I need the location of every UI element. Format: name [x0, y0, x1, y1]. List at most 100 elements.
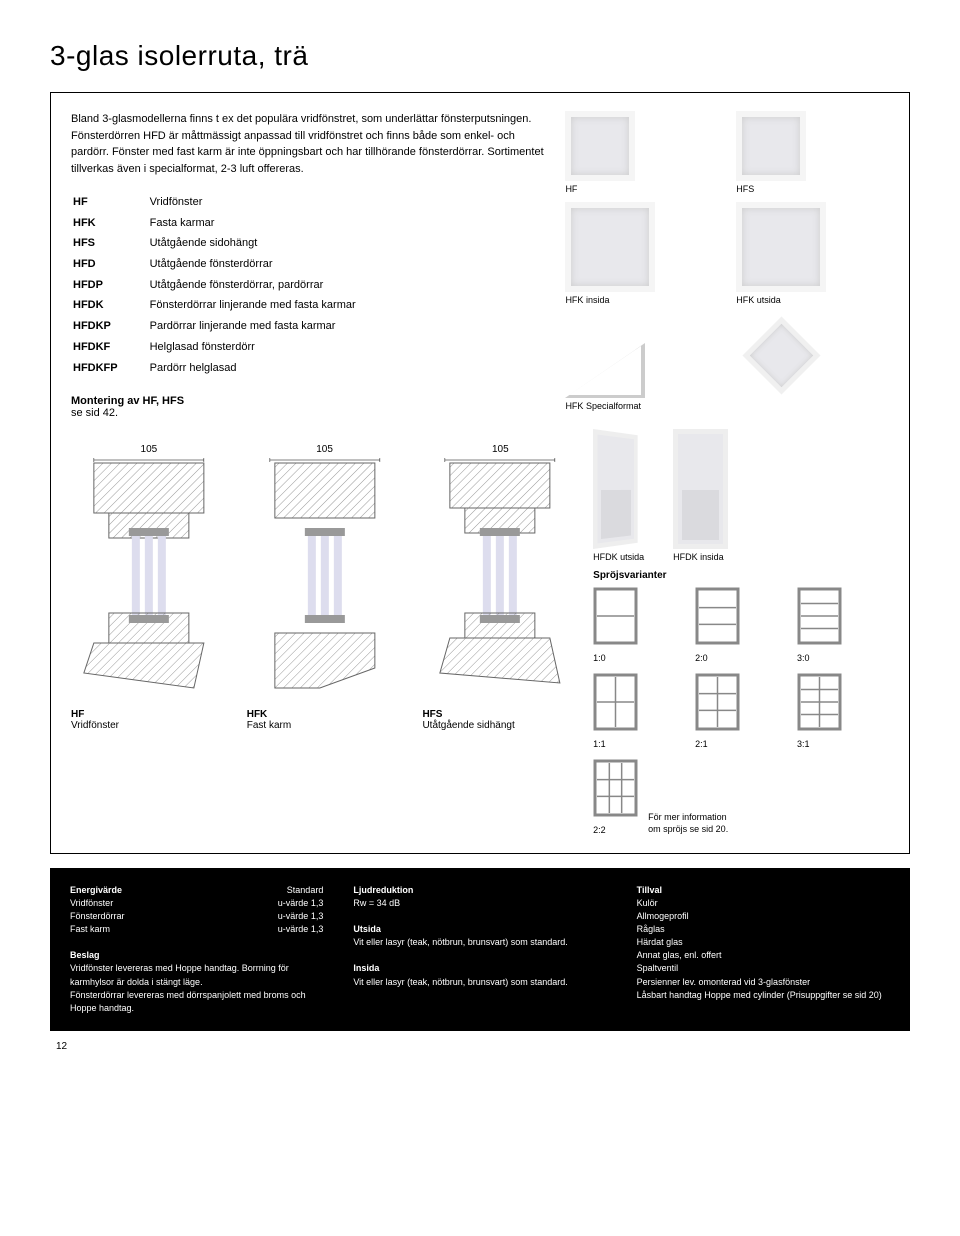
- thumbnail-grid: HF HFS HFK insida HFK utsida HFK Special…: [565, 111, 889, 411]
- page-title: 3-glas isolerruta, trä: [50, 40, 910, 72]
- cross-label: HFSUtåtgående sidhängt: [422, 709, 578, 731]
- footer-text: Spaltventil: [637, 962, 890, 975]
- code-desc: Utåtgående fönsterdörrar, pardörrar: [150, 276, 356, 295]
- thumb-label: HFK utsida: [736, 295, 889, 305]
- sproj-info-line: om spröjs se sid 20.: [648, 824, 728, 834]
- footer-text: Annat glas, enl. offert: [637, 949, 890, 962]
- thumb-hfk-utsida: [736, 202, 826, 292]
- code-desc: Fönsterdörrar linjerande med fasta karma…: [150, 296, 356, 315]
- main-content-box: Bland 3-glasmodellerna finns t ex det po…: [50, 92, 910, 854]
- sproj-label: 2:2: [593, 825, 638, 835]
- code-desc: Utåtgående sidohängt: [150, 234, 356, 253]
- footer-text: Råglas: [637, 923, 890, 936]
- footer-text: Vridfönster levereras med Hoppe handtag.…: [70, 962, 323, 988]
- footer-heading: Ljudreduktion: [353, 885, 413, 895]
- footer-heading: Beslag: [70, 950, 100, 960]
- code-desc: Pardörr helglasad: [150, 359, 356, 378]
- thumb-label: HF: [565, 184, 718, 194]
- code-desc: Vridfönster: [150, 193, 356, 212]
- footer-text: u-värde 1,3: [278, 910, 324, 923]
- sproj-label: 1:0: [593, 653, 685, 663]
- thumb-label: HFK Specialformat: [565, 401, 718, 411]
- sproj-info-line: För mer information: [648, 812, 727, 822]
- thumb-special-diamond: [742, 317, 820, 395]
- cross-dim: 105: [247, 444, 403, 455]
- sproj-heading: Spröjsvarianter: [593, 570, 889, 581]
- page-number: 12: [50, 1041, 910, 1052]
- footer-heading: Utsida: [353, 924, 381, 934]
- code-cell: HFS: [73, 234, 148, 253]
- code-cell: HFDK: [73, 296, 148, 315]
- sproj-icon: [797, 587, 842, 645]
- sproj-label: 3:1: [797, 739, 889, 749]
- footer-col-1: Energivärde Standard Vridfönster u-värde 1…: [70, 884, 323, 1014]
- sproj-icon: [593, 673, 638, 731]
- code-cell: HFK: [73, 214, 148, 233]
- cross-label: HFKFast karm: [247, 709, 403, 731]
- footer-text: Vit eller lasyr (teak, nötbrun, brunsvar…: [353, 936, 606, 949]
- thumb-hfs: [736, 111, 806, 181]
- footer-text: Låsbart handtag Hoppe med cylinder (Pris…: [637, 989, 890, 1002]
- thumb-hf: [565, 111, 635, 181]
- thumb-hfk-insida: [565, 202, 655, 292]
- sproj-icon: [593, 587, 638, 645]
- sproj-grid: 1:0 2:0 3:0 1:1 2:1 3:1: [593, 587, 889, 749]
- sproj-label: 2:0: [695, 653, 787, 663]
- code-cell: HF: [73, 193, 148, 212]
- footer-text: Standard: [287, 884, 324, 897]
- code-cell: HFDKFP: [73, 359, 148, 378]
- sproj-icon: [593, 759, 638, 817]
- footer-text: Härdat glas: [637, 936, 890, 949]
- code-desc: Pardörrar linjerande med fasta karmar: [150, 317, 356, 336]
- thumb-label: HFS: [736, 184, 889, 194]
- sproj-icon: [695, 587, 740, 645]
- footer-text: Allmogeprofil: [637, 910, 890, 923]
- code-desc: Helglasad fönsterdörr: [150, 338, 356, 357]
- cross-section-svg: [247, 458, 403, 698]
- footer-text: Persienner lev. omonterad vid 3-glasföns…: [637, 976, 890, 989]
- footer-heading: Energivärde: [70, 884, 122, 897]
- sproj-label: 1:1: [593, 739, 685, 749]
- cross-dim: 105: [71, 444, 227, 455]
- footer-text: Kulör: [637, 897, 890, 910]
- cross-label: HFVridfönster: [71, 709, 227, 731]
- footer-text: u-värde 1,3: [278, 923, 324, 936]
- sproj-label: 3:0: [797, 653, 889, 663]
- footer-text: Vit eller lasyr (teak, nötbrun, brunsvar…: [353, 976, 606, 989]
- footer-text: u-värde 1,3: [278, 897, 324, 910]
- cross-section-svg: [422, 458, 578, 698]
- footer-black-bar: Energivärde Standard Vridfönster u-värde 1…: [50, 868, 910, 1030]
- code-desc: Utåtgående fönsterdörrar: [150, 255, 356, 274]
- cross-section-svg: [71, 458, 227, 698]
- door-hfdk-utsida: [593, 429, 638, 549]
- thumb-label: HFK insida: [565, 295, 718, 305]
- code-cell: HFDKF: [73, 338, 148, 357]
- cross-sections: 105 HFVridfönster 105 HFKFast karm 105: [71, 444, 578, 731]
- door-hfdk-insida: [673, 429, 728, 549]
- door-label: HFDK utsida: [593, 552, 648, 562]
- footer-text: Fönsterdörrar: [70, 910, 125, 923]
- footer-col-2: Ljudreduktion Rw = 34 dB Utsida Vit elle…: [353, 884, 606, 1014]
- sproj-icon: [695, 673, 740, 731]
- cross-dim: 105: [422, 444, 578, 455]
- thumb-special-triangle: [565, 343, 645, 398]
- mounting-heading: Montering av HF, HFS: [71, 395, 545, 407]
- footer-col-3: Tillval KulörAllmogeprofilRåglasHärdat g…: [637, 884, 890, 1014]
- code-desc: Fasta karmar: [150, 214, 356, 233]
- door-label: HFDK insida: [673, 552, 728, 562]
- footer-heading: Tillval: [637, 885, 662, 895]
- footer-text: Rw = 34 dB: [353, 897, 606, 910]
- sproj-info: För mer information om spröjs se sid 20.: [648, 812, 728, 835]
- footer-heading: Insida: [353, 963, 379, 973]
- code-cell: HFDP: [73, 276, 148, 295]
- sproj-item: 2:2: [593, 759, 638, 835]
- codes-table: HFVridfönsterHFKFasta karmarHFSUtåtgåend…: [71, 191, 358, 379]
- footer-text: Vridfönster: [70, 897, 113, 910]
- code-cell: HFD: [73, 255, 148, 274]
- sproj-label: 2:1: [695, 739, 787, 749]
- sproj-icon: [797, 673, 842, 731]
- intro-text: Bland 3-glasmodellerna finns t ex det po…: [71, 111, 545, 177]
- mounting-sub: se sid 42.: [71, 407, 545, 419]
- footer-text: Fönsterdörrar levereras med dörrspanjole…: [70, 989, 323, 1015]
- footer-text: Fast karm: [70, 923, 110, 936]
